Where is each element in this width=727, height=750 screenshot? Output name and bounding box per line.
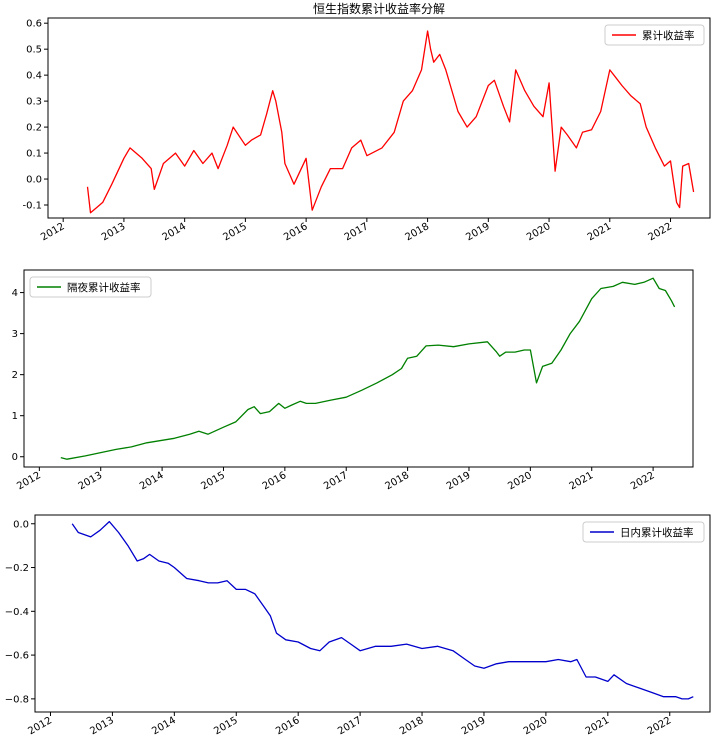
- y-tick-label: -0.1: [22, 201, 42, 212]
- x-tick-label: 2019: [460, 715, 488, 737]
- y-tick-label: 2: [12, 370, 18, 381]
- y-tick-label: −0.8: [5, 694, 29, 705]
- x-tick-label: 2018: [398, 715, 426, 737]
- x-tick-label: 2012: [39, 221, 67, 243]
- axes-frame: [47, 17, 711, 219]
- series-line: [71, 520, 694, 700]
- y-tick-label: 0.0: [13, 519, 29, 530]
- chart-title: 恒生指数累计收益率分解: [313, 1, 445, 16]
- x-tick-label: 2022: [629, 470, 657, 492]
- x-tick-label: 2019: [464, 221, 492, 243]
- axes-frame: [34, 514, 711, 713]
- x-tick-label: 2017: [336, 715, 364, 737]
- legend: 日内累计收益率: [582, 521, 705, 543]
- y-tick-label: 0.0: [26, 175, 42, 186]
- x-tick-label: 2013: [88, 715, 116, 737]
- x-tick-label: 2016: [261, 470, 289, 492]
- y-tick-label: 0.6: [26, 19, 42, 30]
- x-tick-label: 2013: [100, 221, 128, 243]
- legend-box: [582, 521, 705, 543]
- x-tick-label: 2020: [522, 715, 550, 737]
- y-tick-label: 1: [12, 411, 18, 422]
- y-tick-label: 3: [12, 329, 18, 340]
- x-tick-label: 2019: [445, 470, 473, 492]
- x-tick-label: 2020: [506, 470, 534, 492]
- chart-panel-3: 0.0 −0.2 −0.4 −0.6 −0.8 2012 2013 2014 2015 2016 2…: [5, 514, 711, 737]
- y-tick-label: −0.6: [5, 651, 29, 662]
- x-tick-label: 2014: [138, 470, 166, 492]
- legend-box: [604, 24, 705, 46]
- x-tick-label: 2021: [568, 470, 596, 492]
- x-tick-label: 2016: [282, 221, 310, 243]
- legend-label: 隔夜累计收益率: [67, 281, 141, 294]
- y-tick-label: −0.2: [5, 563, 29, 574]
- y-tick-label: 0.3: [26, 97, 42, 108]
- x-tick-label: 2020: [525, 221, 553, 243]
- x-tick-label: 2016: [274, 715, 302, 737]
- legend-label: 累计收益率: [642, 29, 695, 42]
- y-tick-label: 0.2: [26, 123, 42, 134]
- x-tick-label: 2018: [404, 221, 432, 243]
- legend: 隔夜累计收益率: [29, 276, 152, 298]
- series-line: [60, 277, 676, 460]
- x-tick-label: 2013: [77, 470, 105, 492]
- x-tick-label: 2018: [384, 470, 412, 492]
- x-tick-label: 2014: [161, 221, 189, 243]
- y-tick-label: 0: [12, 452, 18, 463]
- x-tick-label: 2015: [212, 715, 240, 737]
- y-tick-label: 0.4: [26, 71, 42, 82]
- legend-box: [29, 276, 152, 298]
- x-tick-label: 2022: [646, 715, 674, 737]
- y-tick-label: 0.1: [26, 149, 42, 160]
- y-tick-label: 4: [12, 288, 18, 299]
- x-tick-label: 2022: [646, 221, 674, 243]
- x-tick-label: 2014: [150, 715, 178, 737]
- x-tick-label: 2017: [322, 470, 350, 492]
- y-tick-label: 0.5: [26, 45, 42, 56]
- x-tick-label: 2015: [199, 470, 227, 492]
- x-tick-label: 2012: [26, 715, 54, 737]
- x-tick-label: 2021: [584, 715, 612, 737]
- legend: 累计收益率: [604, 24, 705, 46]
- chart-panel-1: -0.1 0.0 0.1 0.2 0.3 0.4 0.5 0.6 2012 2013 2014 201…: [22, 1, 711, 243]
- y-tick-label: −0.4: [5, 607, 29, 618]
- legend-label: 日内累计收益率: [620, 526, 694, 539]
- x-tick-label: 2012: [15, 470, 43, 492]
- x-tick-label: 2015: [221, 221, 249, 243]
- x-tick-label: 2021: [586, 221, 614, 243]
- chart-panel-2: 0 1 2 3 4 2012 2013 2014 2015 2016 2017 2018 2019 202…: [12, 269, 694, 492]
- series-line: [86, 30, 695, 214]
- axes-frame: [23, 269, 694, 468]
- x-tick-label: 2017: [343, 221, 371, 243]
